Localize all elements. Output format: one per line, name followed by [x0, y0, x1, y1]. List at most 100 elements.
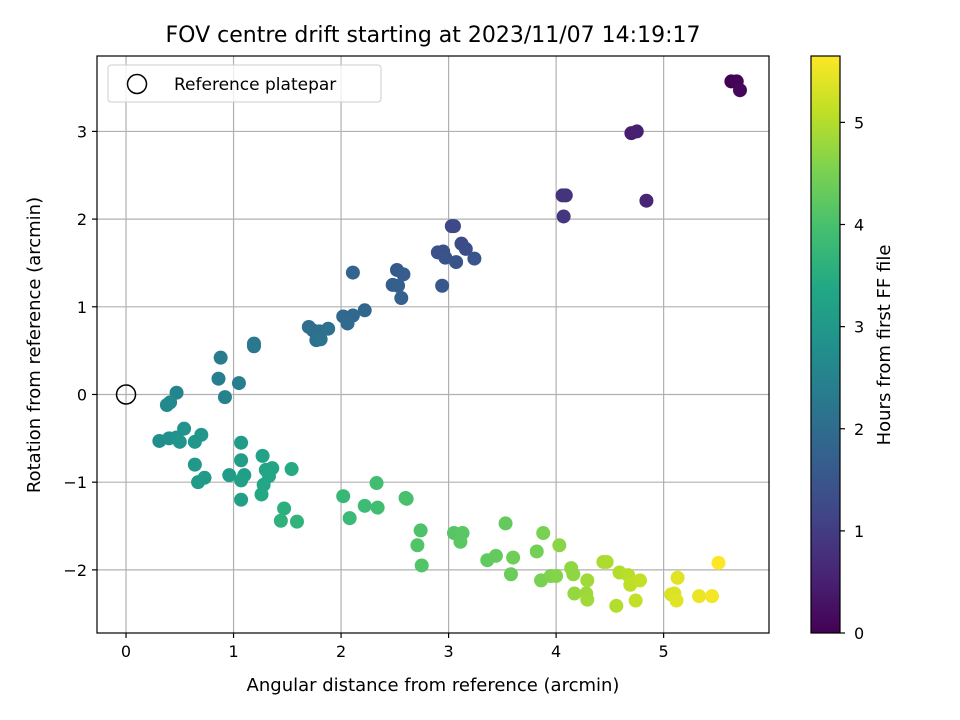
- x-tick-label: 2: [336, 642, 346, 661]
- y-axis-ticks: −2 −1 0 1 2 3: [63, 122, 97, 580]
- data-point: [732, 83, 747, 98]
- axes-frame: [96, 55, 770, 634]
- data-point: [336, 489, 351, 504]
- y-tick-label: 1: [77, 298, 87, 317]
- data-point: [629, 124, 644, 139]
- data-point: [172, 434, 187, 449]
- data-points: [152, 74, 747, 613]
- y-tick-label: 2: [77, 210, 87, 229]
- data-point: [498, 516, 513, 531]
- data-point: [177, 421, 192, 436]
- data-point: [628, 593, 643, 608]
- data-point: [413, 523, 428, 538]
- colorbar-tick-label: 1: [854, 522, 864, 541]
- legend-box: [107, 64, 382, 103]
- y-tick-label: 0: [77, 385, 87, 404]
- data-point: [370, 500, 385, 515]
- data-point: [558, 188, 573, 203]
- data-point: [669, 593, 684, 608]
- data-point: [194, 427, 209, 442]
- data-point: [213, 350, 228, 365]
- data-point: [458, 241, 473, 256]
- legend-open-circle-icon: [126, 73, 148, 95]
- colorbar-tick-label: 4: [854, 216, 864, 235]
- data-point: [284, 462, 299, 477]
- data-point: [711, 555, 726, 570]
- data-point: [449, 255, 464, 270]
- data-point: [345, 265, 360, 280]
- y-axis-label: Rotation from reference (arcmin): [24, 197, 45, 493]
- data-point: [567, 586, 582, 601]
- data-point: [273, 513, 288, 528]
- colorbar-ticks: 0 1 2 3 4 5: [840, 113, 864, 643]
- data-point: [234, 453, 249, 468]
- data-point: [217, 390, 232, 405]
- colorbar: [810, 55, 841, 634]
- data-point: [191, 475, 206, 490]
- data-point: [340, 316, 355, 331]
- data-point: [467, 251, 482, 266]
- data-point: [580, 573, 595, 588]
- data-point: [234, 473, 249, 488]
- data-point: [342, 511, 357, 526]
- data-point: [399, 491, 414, 506]
- colorbar-tick-label: 3: [854, 318, 864, 337]
- data-point: [357, 498, 372, 513]
- data-point: [163, 395, 178, 410]
- data-point: [435, 278, 450, 293]
- data-point: [506, 550, 521, 565]
- data-point: [549, 569, 564, 584]
- data-point: [313, 332, 328, 347]
- data-point: [414, 558, 429, 573]
- x-tick-label: 1: [228, 642, 238, 661]
- data-point: [410, 538, 425, 553]
- data-point: [453, 534, 468, 549]
- x-axis-label: Angular distance from reference (arcmin): [247, 675, 620, 696]
- data-point: [255, 448, 270, 463]
- data-point: [580, 592, 595, 607]
- data-point: [705, 589, 720, 604]
- grid: [97, 56, 769, 633]
- data-point: [391, 278, 406, 293]
- y-tick-label: 3: [77, 122, 87, 141]
- data-point: [566, 567, 581, 582]
- x-axis-ticks: 0 1 2 3 4 5: [121, 633, 669, 661]
- data-point: [488, 548, 503, 563]
- data-point: [503, 567, 518, 582]
- data-point: [552, 538, 567, 553]
- data-point: [254, 487, 269, 502]
- data-point: [639, 193, 654, 208]
- x-tick-label: 5: [659, 642, 669, 661]
- data-point: [231, 376, 246, 391]
- data-point: [277, 501, 292, 516]
- colorbar-label: Hours from first FF file: [874, 245, 895, 446]
- data-point: [446, 219, 461, 234]
- data-point: [246, 339, 261, 354]
- data-point: [438, 250, 453, 265]
- data-point: [536, 526, 551, 541]
- legend-label: Reference platepar: [174, 75, 336, 95]
- data-point: [234, 492, 249, 507]
- data-point: [289, 514, 304, 529]
- data-point: [599, 554, 614, 569]
- data-point: [529, 544, 544, 559]
- x-tick-label: 3: [443, 642, 453, 661]
- data-point: [394, 291, 409, 306]
- legend: Reference platepar: [107, 64, 382, 103]
- data-point: [369, 476, 384, 491]
- data-point: [234, 435, 249, 450]
- data-point: [556, 209, 571, 224]
- chart-title: FOV centre drift starting at 2023/11/07 …: [166, 23, 701, 48]
- data-point: [632, 573, 647, 588]
- data-point: [357, 303, 372, 318]
- data-point: [222, 468, 237, 483]
- x-tick-label: 4: [551, 642, 561, 661]
- data-point: [396, 267, 411, 282]
- data-point: [609, 598, 624, 613]
- reference-platepar-marker: [115, 384, 137, 405]
- colorbar-tick-label: 5: [854, 113, 864, 132]
- data-point: [321, 321, 336, 336]
- data-point: [211, 371, 226, 386]
- y-tick-label: −2: [63, 561, 87, 580]
